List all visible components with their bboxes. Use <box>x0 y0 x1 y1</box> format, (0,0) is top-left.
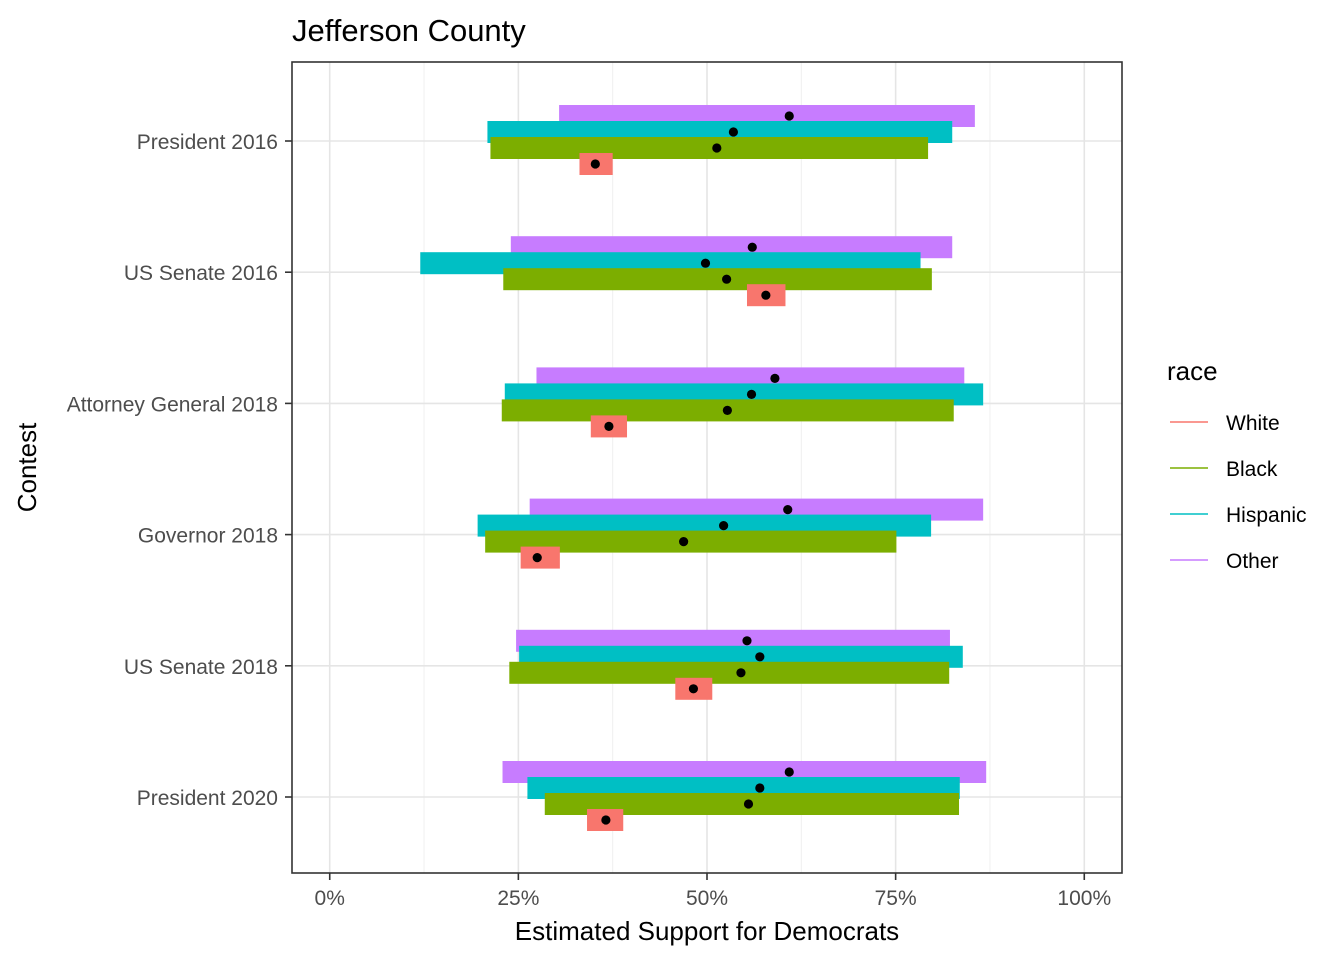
x-tick-label: 50% <box>686 887 728 910</box>
interval-bar-black <box>485 530 897 553</box>
estimate-point-black <box>679 537 689 547</box>
legend-entries: White Black Hispanic Other <box>1170 412 1307 573</box>
x-tick-label: 75% <box>875 887 917 910</box>
estimate-point-black <box>736 668 746 678</box>
estimate-point-other <box>770 373 780 383</box>
estimate-point-white <box>761 290 771 300</box>
estimate-point-hispanic <box>755 783 765 793</box>
estimate-point-other <box>747 242 757 252</box>
estimate-point-black <box>722 405 732 415</box>
plot-panel <box>291 61 1123 874</box>
x-axis: 0% 25% 50% 75% 100% <box>315 873 1111 910</box>
estimate-point-hispanic <box>746 389 757 399</box>
y-tick-label: President 2020 <box>137 787 278 810</box>
legend: race White Black Hispanic Other <box>1167 356 1307 573</box>
legend-label-hispanic: Hispanic <box>1226 504 1307 527</box>
interval-bar-black <box>509 661 950 684</box>
estimate-point-hispanic <box>755 652 765 662</box>
estimate-point-hispanic <box>728 127 739 137</box>
x-axis-label: Estimated Support for Democrats <box>515 916 899 946</box>
estimate-point-white <box>532 553 542 563</box>
chart-title: Jefferson County <box>292 13 526 48</box>
estimate-point-black <box>743 799 754 809</box>
legend-label-white: White <box>1226 412 1280 435</box>
estimate-point-white <box>688 684 699 694</box>
estimate-point-white <box>590 159 600 169</box>
estimate-point-black <box>722 274 732 284</box>
x-tick-label: 100% <box>1057 887 1111 910</box>
estimate-point-other <box>784 111 794 121</box>
y-tick-label: President 2016 <box>137 131 278 154</box>
estimate-point-other <box>742 636 752 646</box>
y-tick-label: Governor 2018 <box>138 525 278 548</box>
estimate-point-black <box>712 143 722 153</box>
x-tick-label: 25% <box>497 887 539 910</box>
estimate-point-white <box>604 421 614 431</box>
y-axis: President 2016 US Senate 2016 Attorney Gen… <box>67 131 292 810</box>
estimate-points <box>532 111 794 825</box>
x-tick-label: 0% <box>315 887 345 910</box>
interval-bar-black <box>503 268 932 291</box>
estimate-point-hispanic <box>719 521 729 531</box>
estimate-point-white <box>601 815 611 825</box>
legend-label-other: Other <box>1226 550 1279 573</box>
estimate-point-other <box>784 767 794 777</box>
estimate-point-other <box>783 505 793 515</box>
interval-bar-black <box>490 137 929 159</box>
y-tick-label: Attorney General 2018 <box>67 393 278 416</box>
grid-minor <box>423 62 991 873</box>
y-axis-label: Contest <box>12 422 42 512</box>
estimate-point-hispanic <box>700 258 711 268</box>
y-tick-label: US Senate 2018 <box>124 656 278 679</box>
legend-title: race <box>1167 356 1218 386</box>
y-tick-label: US Senate 2016 <box>124 262 278 285</box>
legend-label-black: Black <box>1226 458 1278 481</box>
interval-bars <box>420 105 987 831</box>
